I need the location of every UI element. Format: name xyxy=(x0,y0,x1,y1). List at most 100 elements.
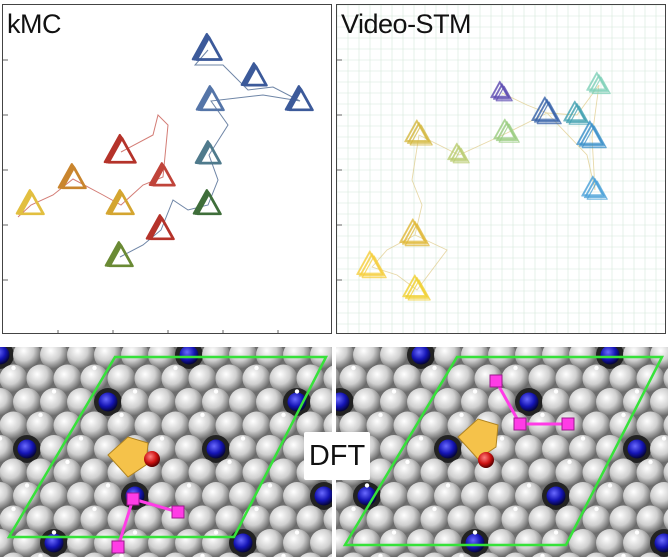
silver-atom xyxy=(434,347,462,369)
silver-atom xyxy=(3,552,24,557)
kmc-title: kMC xyxy=(7,9,62,39)
silver-atom xyxy=(0,505,28,534)
interstitial-dot xyxy=(173,365,178,371)
interstitial-dot xyxy=(281,412,286,418)
silver-atom xyxy=(528,364,557,393)
interstitial-dot xyxy=(445,483,451,488)
silver-atom xyxy=(323,506,332,533)
interstitial-dot xyxy=(11,506,16,512)
silver-atom xyxy=(596,435,624,463)
dft-label: DFT xyxy=(304,432,370,480)
interstitial-dot xyxy=(200,412,205,418)
interstitial-dot xyxy=(634,389,640,394)
interstitial-dot xyxy=(378,553,383,557)
interstitial-dot xyxy=(405,459,410,465)
silver-atom xyxy=(420,505,449,534)
kmc-trimer xyxy=(199,88,225,112)
unit-cell-outline xyxy=(6,355,329,539)
kmc-trimer xyxy=(195,36,223,61)
interstitial-dot xyxy=(132,530,138,535)
silver-atom xyxy=(420,364,449,393)
stm-trimer xyxy=(400,219,425,242)
silver-atom xyxy=(488,529,516,557)
interstitial-dot xyxy=(526,483,532,488)
interstitial-dot xyxy=(513,506,518,512)
interstitial-dot xyxy=(200,553,205,557)
interstitial-dot xyxy=(661,436,667,441)
red-adatom xyxy=(144,451,160,467)
silver-atom xyxy=(67,435,95,463)
interstitial-dot xyxy=(159,436,165,441)
blue-atom xyxy=(314,486,332,506)
silver-atom xyxy=(650,435,668,463)
interstitial-dot xyxy=(92,506,97,512)
dft-right-surface xyxy=(336,347,668,557)
interstitial-dot xyxy=(65,459,70,465)
stm-trimer xyxy=(404,276,430,299)
silver-atom xyxy=(40,482,68,510)
silver-atom xyxy=(242,364,271,393)
silver-atom xyxy=(26,458,55,487)
interstitial-dot xyxy=(432,365,437,371)
interstitial-dot xyxy=(553,530,559,535)
red-adatom xyxy=(478,452,494,468)
silver-atom xyxy=(13,529,41,557)
silver-atom xyxy=(542,388,570,416)
silver-atom xyxy=(161,411,190,440)
blue-atom xyxy=(233,533,253,553)
silver-atom xyxy=(447,505,476,534)
interstitial-dot xyxy=(567,459,572,465)
stm-trimer xyxy=(452,147,470,164)
silver-atom xyxy=(542,529,570,557)
silver-atom xyxy=(380,388,408,416)
silver-atom xyxy=(80,505,109,534)
stm-trimer xyxy=(578,122,606,147)
silver-atom xyxy=(0,388,14,416)
magenta-marker xyxy=(489,374,503,388)
silver-atom xyxy=(488,388,516,416)
blue-atom xyxy=(336,392,350,412)
silver-atom xyxy=(148,529,176,557)
stm-trimer xyxy=(564,102,585,121)
silver-atom xyxy=(336,482,354,510)
magenta-marker xyxy=(126,492,140,506)
silver-atom xyxy=(175,482,203,510)
interstitial-dot xyxy=(119,412,124,418)
silver-atom xyxy=(84,552,105,557)
silver-atom xyxy=(582,458,611,487)
interstitial-dot xyxy=(553,389,559,394)
silver-atom xyxy=(256,529,284,557)
silver-atom xyxy=(505,552,526,557)
silver-atom xyxy=(596,529,624,557)
silver-atom xyxy=(343,552,364,557)
silver-atom xyxy=(636,505,665,534)
silver-atom xyxy=(138,552,159,557)
stm-trimer xyxy=(536,101,562,125)
silver-atom xyxy=(663,462,668,483)
silver-atom xyxy=(215,505,244,534)
silver-atom xyxy=(327,553,332,557)
silver-atom xyxy=(229,482,257,510)
stm-trimer xyxy=(567,104,587,123)
stm-trimer xyxy=(403,276,426,297)
stm-trimer xyxy=(585,179,605,198)
stm-trimer xyxy=(403,222,427,244)
kmc-trimer xyxy=(19,192,45,216)
interstitial-dot xyxy=(294,530,300,535)
interstitial-dot xyxy=(51,389,57,394)
silver-atom xyxy=(148,482,176,510)
silver-atom xyxy=(515,482,543,510)
interstitial-dot xyxy=(132,389,138,394)
silver-atom xyxy=(67,482,95,510)
silver-atom xyxy=(256,435,284,463)
interstitial-dot xyxy=(213,389,219,394)
interstitial-dot xyxy=(594,506,599,512)
unit-cell-outline xyxy=(342,355,665,547)
interstitial-dot xyxy=(240,436,246,441)
silver-atom xyxy=(353,388,381,416)
silver-atom xyxy=(582,411,611,440)
blue-atom xyxy=(546,486,566,506)
silver-atom xyxy=(202,388,230,416)
interstitial-dot xyxy=(378,412,383,418)
silver-atom xyxy=(650,482,668,510)
